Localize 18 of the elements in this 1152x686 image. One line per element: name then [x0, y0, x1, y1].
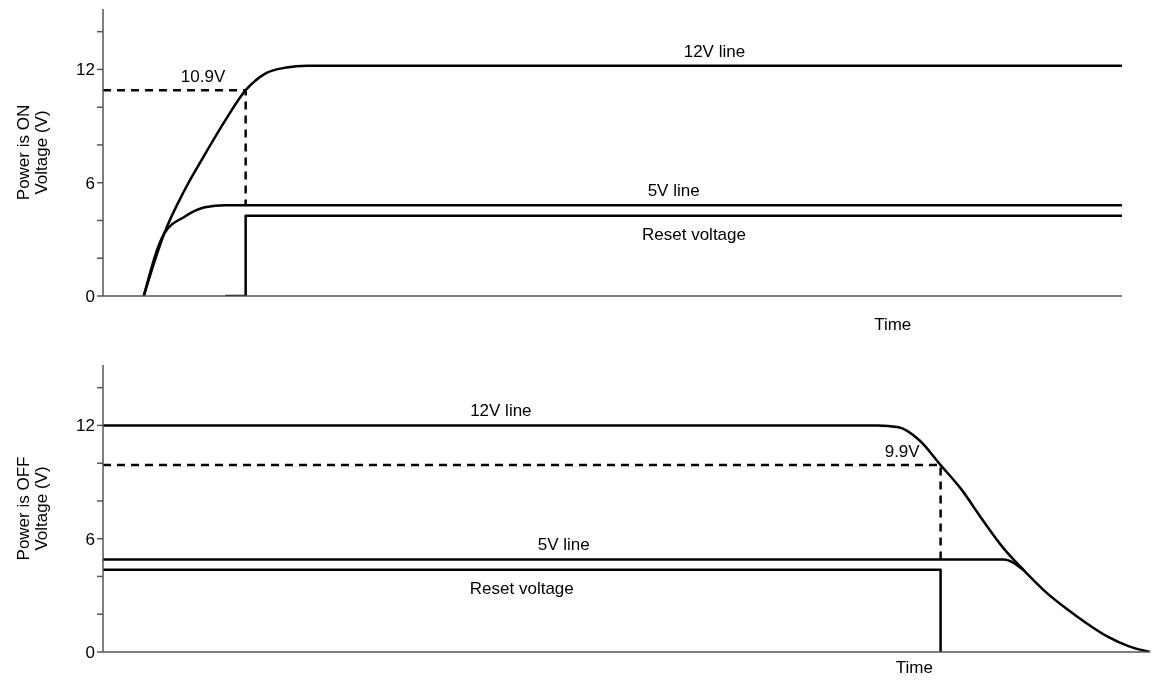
- y-tick-label: 0: [85, 643, 95, 663]
- y-axis-title: Power is OFF Voltage (V): [14, 456, 51, 561]
- y-axis-title: Power is ON Voltage (V): [14, 104, 51, 201]
- y-tick-label: 12: [76, 416, 95, 436]
- series-label: 5V line: [647, 181, 700, 201]
- y-tick-label: 6: [85, 529, 95, 549]
- x-axis-title: Time: [895, 658, 933, 677]
- y-tick-label: 0: [85, 287, 95, 307]
- series-label: 12V line: [683, 41, 746, 61]
- series-label: 5V line: [537, 535, 590, 555]
- x-axis-title: Time: [874, 315, 912, 334]
- y-tick-label: 12: [76, 60, 95, 80]
- series-label: 12V line: [470, 401, 532, 421]
- y-tick-label: 6: [85, 173, 95, 193]
- annotation: 9.9V: [884, 442, 921, 462]
- annotation: 10.9V: [180, 67, 226, 87]
- series-label: Reset voltage: [642, 224, 746, 244]
- series-label: Reset voltage: [469, 578, 574, 598]
